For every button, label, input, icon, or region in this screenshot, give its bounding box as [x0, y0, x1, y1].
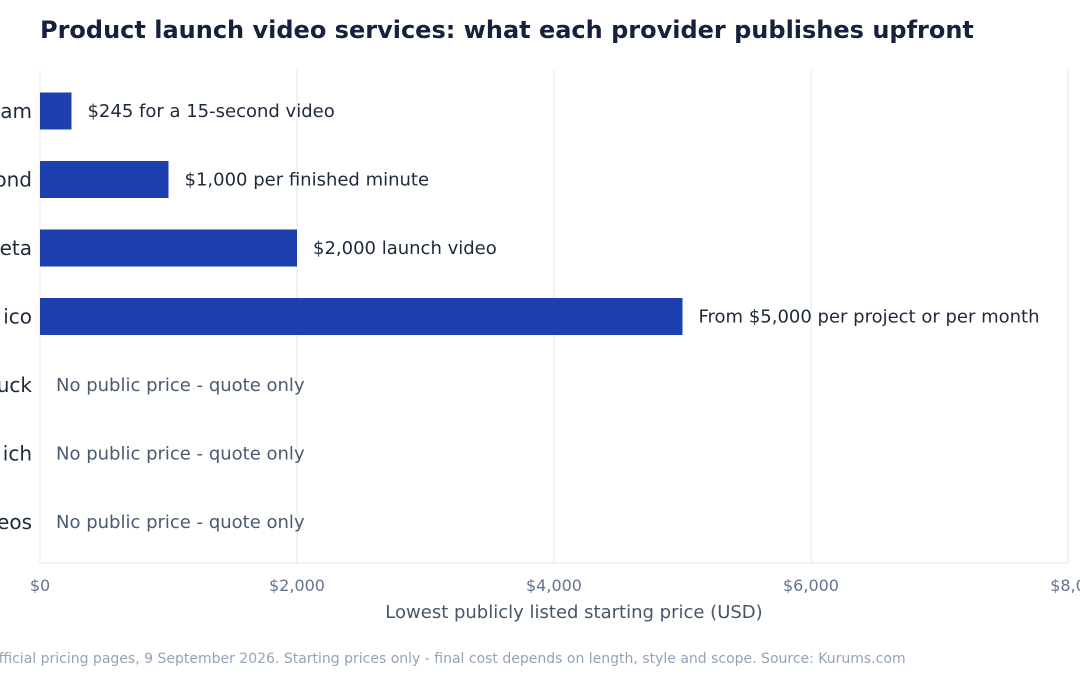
bar: [40, 298, 683, 335]
footnote: official pricing pages, 9 September 2026…: [0, 651, 906, 667]
data-label: No public price - quote only: [56, 512, 305, 533]
bar: [40, 92, 72, 130]
category-label: ich: [3, 442, 32, 466]
x-axis: $0 $2,000 $4,000 $6,000 $8,0: [30, 562, 1080, 595]
category-label: eta: [0, 236, 32, 260]
bars: [40, 92, 683, 335]
data-label: $245 for a 15-second video: [87, 101, 334, 122]
data-label: No public price - quote only: [56, 444, 305, 465]
x-tick-label: $4,000: [526, 576, 582, 595]
x-tick-label: $8,0: [1050, 576, 1080, 595]
x-tick-label: $6,000: [783, 576, 839, 595]
x-tick-label: $2,000: [269, 576, 325, 595]
chart-title: Product launch video services: what each…: [40, 16, 974, 44]
category-label: uck: [0, 373, 32, 397]
category-labels: am ond eta ico uck ich eos: [0, 99, 32, 534]
category-label: am: [0, 99, 32, 123]
data-label: $1,000 per finished minute: [185, 170, 430, 191]
category-label: ond: [0, 168, 32, 192]
data-label: $2,000 launch video: [313, 238, 497, 259]
bar: [40, 161, 169, 198]
data-label: No public price - quote only: [56, 375, 305, 396]
category-label: eos: [0, 510, 32, 534]
data-labels: $245 for a 15-second video $1,000 per fin…: [56, 101, 1040, 533]
x-axis-label: Lowest publicly listed starting price (U…: [385, 602, 762, 623]
data-label: From $5,000 per project or per month: [699, 307, 1040, 328]
bar: [40, 229, 297, 267]
category-label: ico: [3, 305, 32, 329]
x-tick-label: $0: [30, 576, 50, 595]
